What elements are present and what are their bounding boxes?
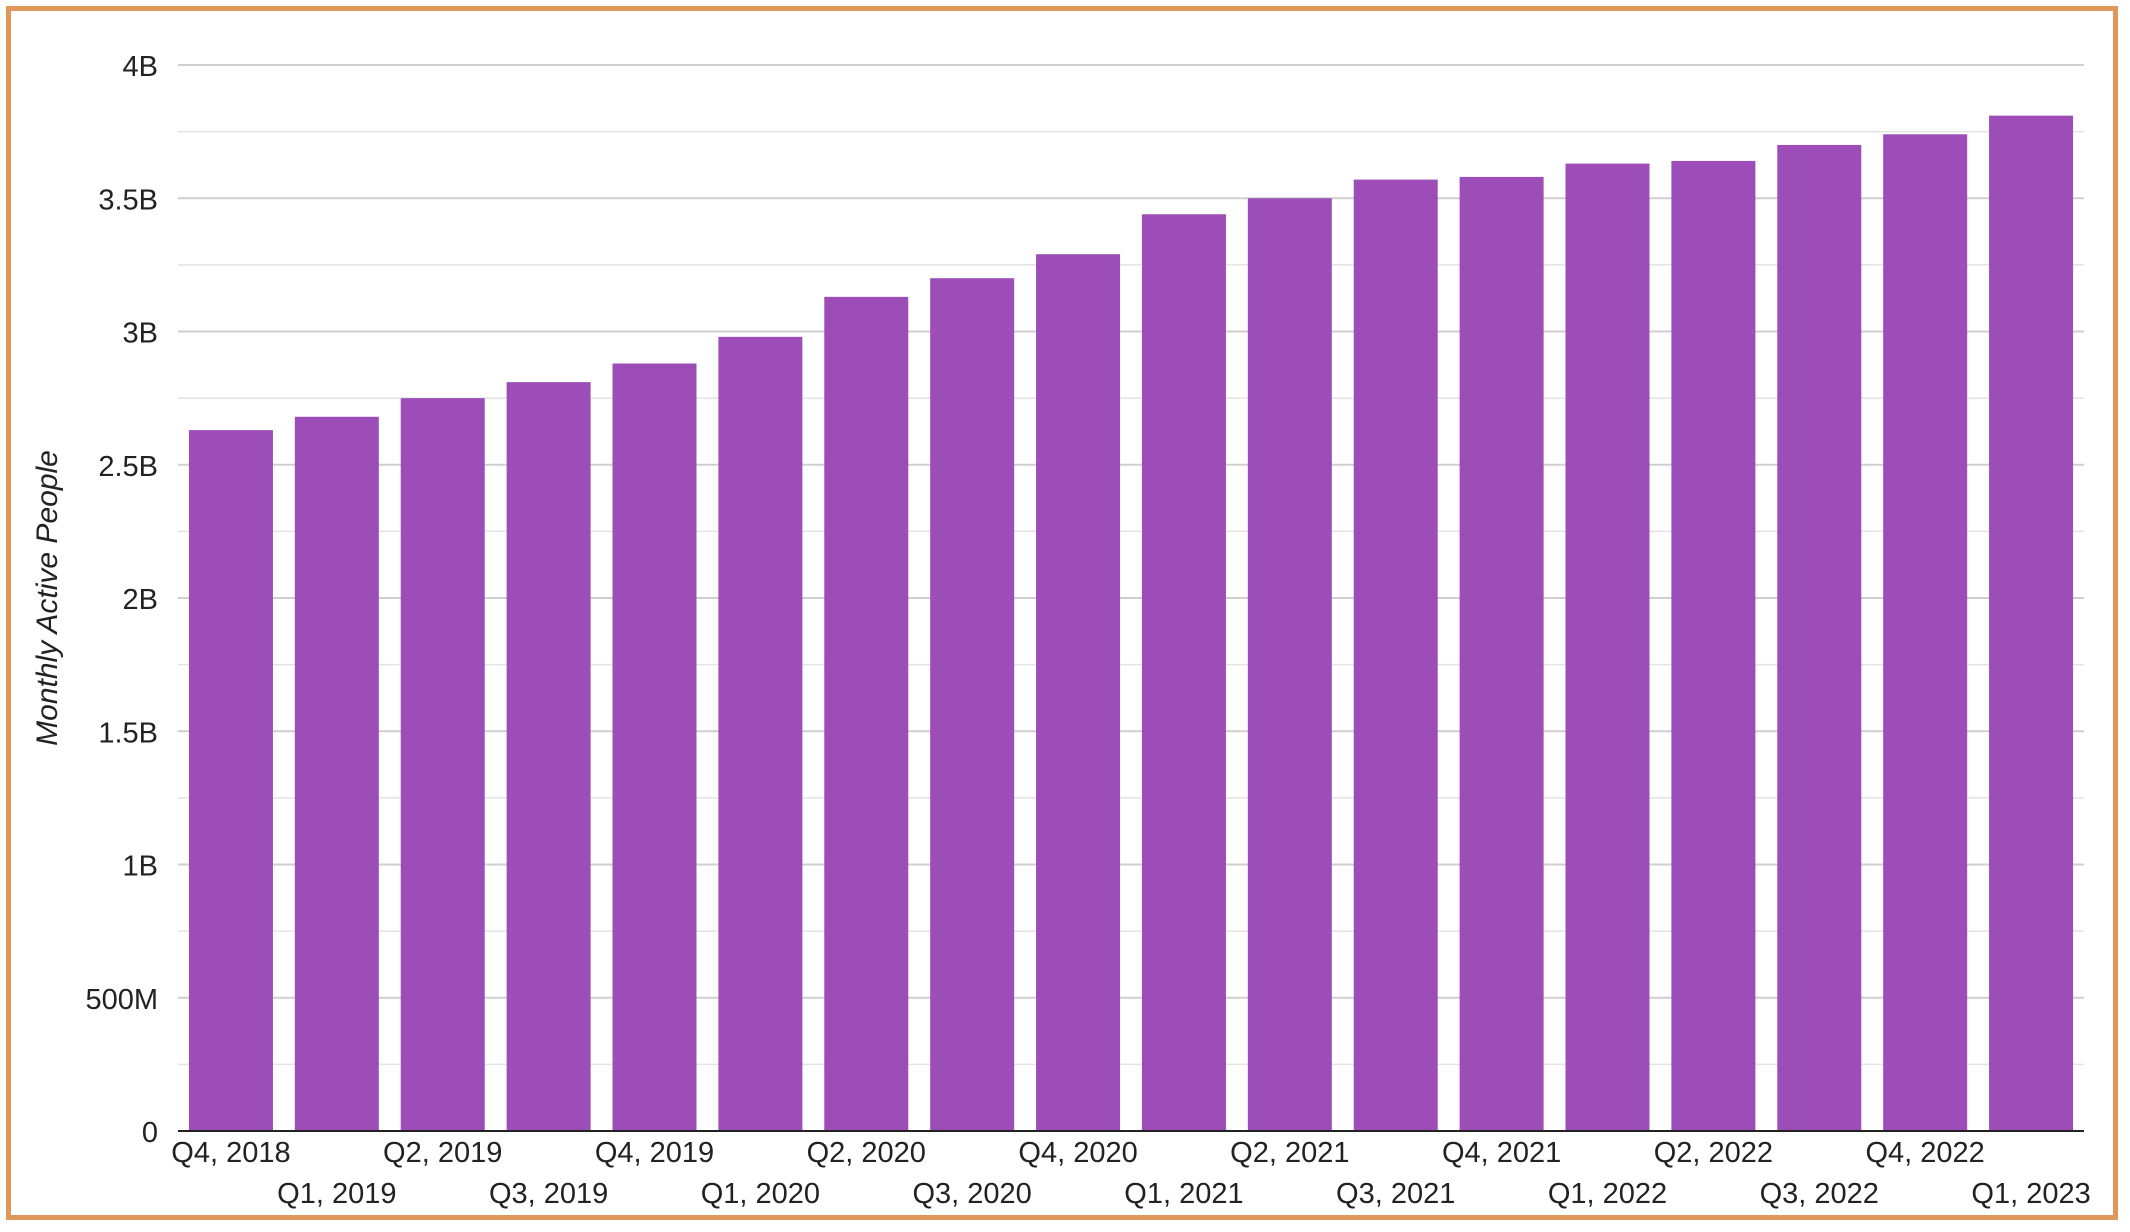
y-tick-label: 2.5B (98, 451, 158, 483)
bar[interactable] (612, 363, 697, 1132)
bars (188, 115, 2074, 1132)
y-tick-label: 4B (123, 51, 158, 83)
chart-frame (6, 6, 2118, 1220)
y-tick-label: 0 (142, 1117, 158, 1149)
x-tick-label: Q4, 2018 (171, 1137, 290, 1169)
y-tick-label: 3.5B (98, 184, 158, 216)
x-tick-label: Q1, 2023 (1971, 1178, 2090, 1210)
y-tick-label: 3B (123, 318, 158, 350)
x-tick-label: Q1, 2020 (701, 1178, 820, 1210)
x-axis-ticks: Q4, 2018 Q1, 2019 Q2, 2019 Q3, 2019 Q4, 2019… (171, 1137, 2090, 1210)
bar[interactable] (1671, 160, 1756, 1131)
x-tick-label: Q2, 2020 (807, 1137, 926, 1169)
bar[interactable] (506, 382, 591, 1131)
x-tick-label: Q4, 2019 (595, 1137, 714, 1169)
x-tick-label: Q2, 2021 (1230, 1137, 1349, 1169)
x-tick-label: Q1, 2021 (1124, 1178, 1243, 1210)
x-tick-label: Q4, 2022 (1866, 1137, 1985, 1169)
x-tick-label: Q3, 2021 (1336, 1178, 1455, 1210)
y-tick-label: 2B (123, 584, 158, 616)
x-tick-label: Q4, 2021 (1442, 1137, 1561, 1169)
bar[interactable] (824, 296, 909, 1132)
x-tick-label: Q3, 2019 (489, 1178, 608, 1210)
bar[interactable] (1565, 163, 1650, 1132)
gridlines (178, 64, 2084, 1132)
y-axis-label: Monthly Active People (31, 450, 64, 746)
bar[interactable] (930, 278, 1015, 1131)
bar[interactable] (1247, 198, 1332, 1131)
x-tick-label: Q3, 2020 (913, 1178, 1032, 1210)
bar[interactable] (1036, 254, 1121, 1132)
bar[interactable] (1777, 144, 1862, 1131)
x-tick-label: Q2, 2022 (1654, 1137, 1773, 1169)
y-tick-label: 1.5B (98, 717, 158, 749)
bar[interactable] (1989, 115, 2074, 1131)
x-tick-label: Q1, 2022 (1548, 1178, 1667, 1210)
y-axis-ticks: 0 500M 1B 1.5B 2B 2.5B 3B 3.5B 4B (85, 51, 158, 1149)
bar[interactable] (1353, 179, 1438, 1132)
x-tick-label: Q2, 2019 (383, 1137, 502, 1169)
bar[interactable] (1883, 134, 1968, 1132)
x-tick-label: Q4, 2020 (1018, 1137, 1137, 1169)
x-tick-label: Q3, 2022 (1760, 1178, 1879, 1210)
bar[interactable] (1141, 214, 1226, 1132)
y-tick-label: 500M (85, 984, 158, 1016)
x-tick-label: Q1, 2019 (277, 1178, 396, 1210)
bar[interactable] (294, 416, 379, 1131)
bar[interactable] (400, 398, 485, 1131)
bar[interactable] (1459, 176, 1544, 1131)
y-tick-label: 1B (123, 851, 158, 883)
bar[interactable] (718, 336, 803, 1132)
bar[interactable] (188, 430, 273, 1132)
